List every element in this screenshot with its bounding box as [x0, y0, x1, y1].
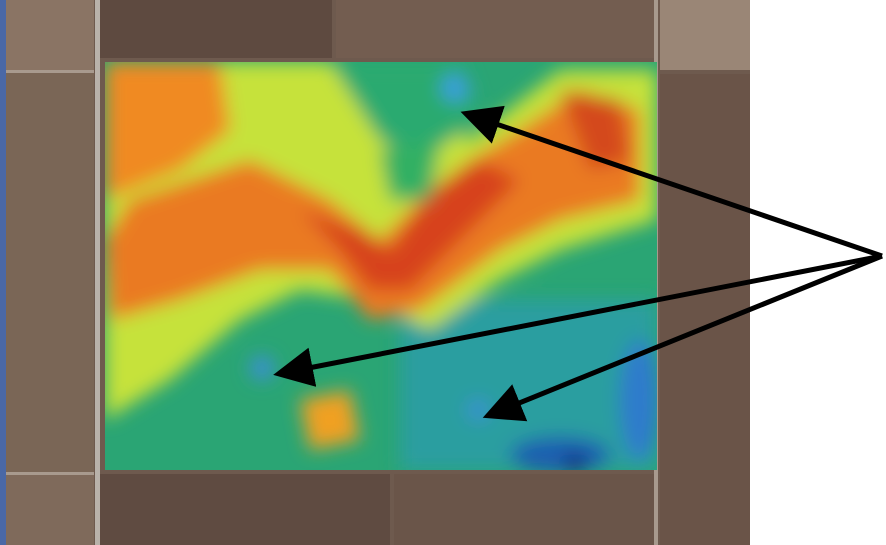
road [6, 472, 94, 475]
road [6, 70, 94, 73]
arrow [460, 105, 883, 259]
field-tile [394, 474, 656, 545]
left-border [0, 0, 6, 545]
field-tile [6, 475, 94, 545]
road [95, 0, 100, 545]
arrow [482, 253, 883, 422]
field-tile [336, 0, 654, 58]
arrow [273, 253, 883, 387]
field-tile [6, 72, 94, 472]
arrows [273, 105, 883, 422]
yield-heat-map [105, 62, 657, 470]
field-tile [100, 474, 390, 545]
field-tile [660, 74, 750, 545]
field-tile [660, 0, 750, 70]
field-tile [6, 0, 94, 70]
field-tile [100, 0, 332, 58]
